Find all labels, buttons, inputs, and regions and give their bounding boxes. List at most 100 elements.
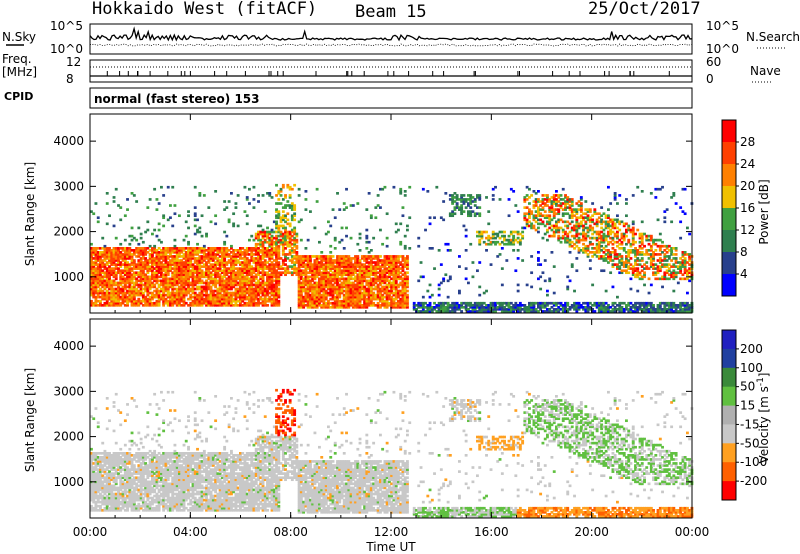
echo-cell xyxy=(245,281,249,285)
echo-cell xyxy=(388,295,391,299)
echo-cell xyxy=(500,304,504,307)
echo-cell xyxy=(607,306,610,309)
echo-cell xyxy=(313,275,317,279)
echo-cell xyxy=(90,255,93,258)
echo-cell xyxy=(135,265,139,268)
echo-cell xyxy=(275,247,278,250)
echo-cell xyxy=(173,293,177,297)
echo-cell xyxy=(318,267,321,270)
echo-cell xyxy=(297,291,301,295)
echo-cell xyxy=(369,301,373,305)
echo-cell xyxy=(306,263,310,266)
echo-cell xyxy=(99,299,102,303)
echo-cell xyxy=(616,240,619,244)
echo-cell xyxy=(439,301,443,305)
echo-cell xyxy=(182,297,186,301)
echo-cell xyxy=(187,247,190,250)
echo-cell xyxy=(239,253,242,256)
echo-cell xyxy=(509,238,513,242)
echo-cell xyxy=(586,210,590,213)
echo-cell xyxy=(595,230,599,234)
echo-cell xyxy=(550,208,554,211)
echo-cell xyxy=(367,263,371,266)
echo-cell xyxy=(225,279,229,283)
echo-cell xyxy=(315,283,319,287)
echo-cell xyxy=(356,242,360,246)
echo-cell xyxy=(239,293,242,297)
echo-cell xyxy=(342,273,346,277)
echo-cell xyxy=(259,255,263,258)
echo-cell xyxy=(180,295,184,299)
echo-cell xyxy=(586,216,590,220)
echo-cell xyxy=(117,204,120,207)
echo-cell xyxy=(270,240,274,244)
echo-cell xyxy=(207,281,211,285)
echo-cell xyxy=(252,257,256,260)
echo-cell xyxy=(223,279,227,283)
echo-cell xyxy=(155,253,159,256)
echo-cell xyxy=(272,297,276,301)
echo-cell xyxy=(471,196,475,199)
echo-cell xyxy=(455,198,459,201)
echo-cell xyxy=(105,297,109,301)
echo-cell xyxy=(446,295,450,299)
echo-cell xyxy=(356,255,360,258)
echo-cell xyxy=(211,301,215,305)
echo-cell xyxy=(318,279,321,283)
echo-cell xyxy=(478,196,482,199)
echo-cell xyxy=(220,257,224,260)
echo-cell xyxy=(135,267,139,270)
echo-cell xyxy=(257,299,260,303)
echo-cell xyxy=(489,263,493,266)
echo-cell xyxy=(306,291,310,295)
echo-cell xyxy=(275,238,278,242)
echo-cell xyxy=(216,289,220,293)
echo-cell xyxy=(433,301,436,305)
echo-cell xyxy=(537,206,540,209)
echo-cell xyxy=(322,297,326,301)
echo-cell xyxy=(254,275,258,279)
echo-cell xyxy=(401,304,405,307)
echo-cell xyxy=(173,251,177,254)
echo-cell xyxy=(225,267,229,270)
echo-cell xyxy=(358,273,362,277)
echo-cell xyxy=(591,236,595,240)
echo-cell xyxy=(220,289,224,293)
echo-cell xyxy=(320,257,324,260)
echo-cell xyxy=(618,247,622,250)
echo-cell xyxy=(555,230,558,234)
echo-cell xyxy=(537,190,540,193)
echo-cell xyxy=(534,214,538,218)
echo-cell xyxy=(532,310,536,313)
echo-cell xyxy=(318,285,321,289)
echo-cell xyxy=(302,263,306,266)
echo-cell xyxy=(469,301,473,305)
echo-cell xyxy=(421,308,425,311)
echo-cell xyxy=(178,247,181,250)
echo-cell xyxy=(374,279,378,283)
echo-cell xyxy=(155,249,159,252)
echo-cell xyxy=(230,299,233,303)
echo-cell xyxy=(306,261,310,264)
echo-cell xyxy=(541,200,545,203)
echo-cell xyxy=(609,202,613,205)
echo-cell xyxy=(607,185,610,189)
echo-cell xyxy=(137,242,141,246)
echo-cell xyxy=(182,279,186,283)
echo-cell xyxy=(367,255,371,258)
echo-cell xyxy=(313,265,317,268)
echo-cell xyxy=(123,297,127,301)
echo-cell xyxy=(121,263,125,266)
echo-cell xyxy=(123,251,127,254)
echo-cell xyxy=(101,269,105,273)
echo-cell xyxy=(180,247,184,250)
echo-cell xyxy=(304,271,308,275)
echo-cell xyxy=(155,273,159,277)
echo-cell xyxy=(347,287,351,291)
echo-cell xyxy=(336,255,339,258)
echo-cell xyxy=(460,196,464,199)
echo-cell xyxy=(512,238,516,242)
echo-cell xyxy=(241,267,245,270)
echo-cell xyxy=(446,304,450,307)
echo-cell xyxy=(139,281,143,285)
